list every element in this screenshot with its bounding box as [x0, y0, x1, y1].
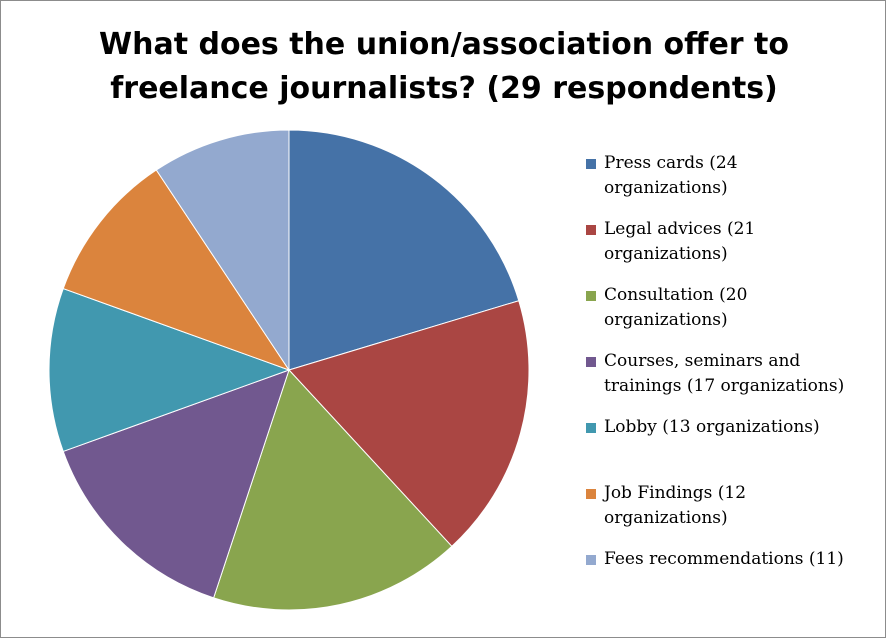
legend-label-6-line-1: Job Findings (12 [604, 483, 747, 503]
pie-slice-5 [48, 287, 291, 453]
legend-item-3: Consultation (20 organizations) [586, 283, 876, 333]
legend-item-4: Courses, seminars and trainings (17 organ… [586, 349, 876, 399]
legend-swatch-2 [586, 225, 596, 235]
pie-slices [48, 129, 530, 611]
chart-title: What does the union/association offer to… [1, 23, 886, 111]
legend-label-1-line-1: Press cards (24 [604, 153, 738, 173]
chart-title-line-2: freelance journalists? (29 respondents) [110, 71, 778, 106]
legend-label-5-line-1: Lobby (13 organizations) [604, 417, 820, 437]
legend-label-7-line-1: Fees recommendations (11) [604, 549, 844, 569]
legend-item-6: Job Findings (12 organizations) [586, 481, 876, 531]
legend-label-2-line-2: organizations) [604, 244, 728, 264]
legend-label-2-line-1: Legal advices (21 [604, 219, 756, 239]
legend-label-3-line-1: Consultation (20 [604, 285, 748, 305]
pie-slice-2 [288, 300, 530, 548]
legend-swatch-6 [586, 489, 596, 499]
legend-label-3: Consultation (20 organizations) [604, 283, 876, 333]
chart-title-line-1: What does the union/association offer to [99, 27, 789, 62]
legend-label-6: Job Findings (12 organizations) [604, 481, 876, 531]
legend-item-5: Lobby (13 organizations) [586, 415, 876, 440]
legend-label-4-line-1: Courses, seminars and [604, 351, 801, 371]
legend-swatch-5 [586, 423, 596, 433]
legend-label-1-line-2: organizations) [604, 178, 728, 198]
legend-swatch-4 [586, 357, 596, 367]
legend-label-3-line-2: organizations) [604, 310, 728, 330]
legend-label-2: Legal advices (21 organizations) [604, 217, 876, 267]
legend-item-1: Press cards (24 organizations) [586, 151, 876, 201]
pie-slice-7 [155, 129, 290, 372]
legend-item-7: Fees recommendations (11) [586, 547, 876, 572]
legend-label-1: Press cards (24 organizations) [604, 151, 876, 201]
legend-label-5: Lobby (13 organizations) [604, 415, 876, 440]
pie-slice-6 [62, 169, 291, 371]
legend-label-7: Fees recommendations (11) [604, 547, 876, 572]
legend-item-2: Legal advices (21 organizations) [586, 217, 876, 267]
legend-swatch-1 [586, 159, 596, 169]
pie-slice-4 [62, 369, 290, 599]
legend-swatch-7 [586, 555, 596, 565]
legend-label-4-line-2: trainings (17 organizations) [604, 376, 845, 396]
legend-label-6-line-2: organizations) [604, 508, 728, 528]
legend-swatch-3 [586, 291, 596, 301]
pie-slice-3 [212, 369, 453, 611]
pie-slice-1 [288, 129, 520, 371]
legend-label-4: Courses, seminars and trainings (17 organ… [604, 349, 876, 399]
